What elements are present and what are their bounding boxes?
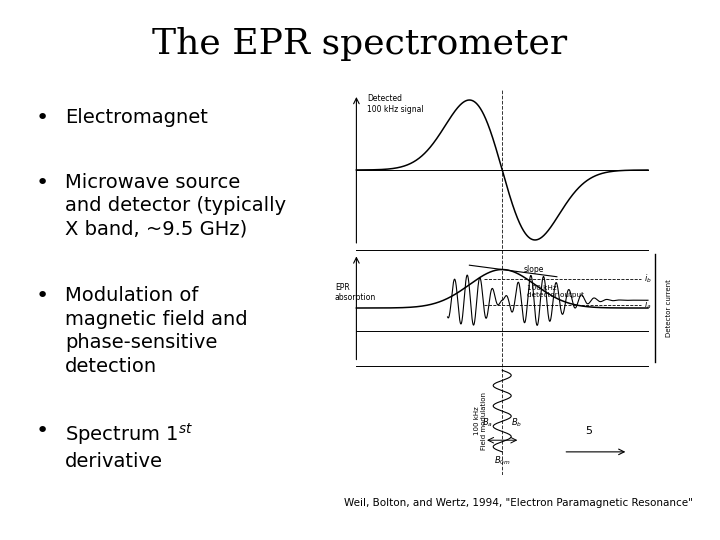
Text: $i_b$: $i_b$ <box>644 273 652 285</box>
Text: Spectrum 1$^{st}$
derivative: Spectrum 1$^{st}$ derivative <box>65 421 193 470</box>
Text: 100 kHz
detector output: 100 kHz detector output <box>527 285 585 298</box>
Text: slope: slope <box>523 265 544 274</box>
Text: 5: 5 <box>585 426 592 436</box>
Text: The EPR spectrometer: The EPR spectrometer <box>153 27 567 61</box>
Text: •: • <box>36 421 49 441</box>
Text: $B_{0m}$: $B_{0m}$ <box>494 455 510 468</box>
Text: Microwave source
and detector (typically
X band, ~9.5 GHz): Microwave source and detector (typically… <box>65 173 286 239</box>
Text: Detector current: Detector current <box>666 279 672 337</box>
Text: Modulation of
magnetic field and
phase-sensitive
detection: Modulation of magnetic field and phase-s… <box>65 286 248 376</box>
Text: 100 kHz
Field modulation: 100 kHz Field modulation <box>474 392 487 450</box>
Text: •: • <box>36 108 49 128</box>
Text: •: • <box>36 173 49 193</box>
Text: EPR
absorption: EPR absorption <box>335 283 376 302</box>
Text: Detected
100 kHz signal: Detected 100 kHz signal <box>367 94 424 113</box>
Text: $B_a$: $B_a$ <box>482 416 493 429</box>
Text: $B_b$: $B_b$ <box>511 416 522 429</box>
Text: $i_a$: $i_a$ <box>644 299 652 311</box>
Text: Electromagnet: Electromagnet <box>65 108 207 127</box>
Text: •: • <box>36 286 49 306</box>
Text: Weil, Bolton, and Wertz, 1994, "Electron Paramagnetic Resonance": Weil, Bolton, and Wertz, 1994, "Electron… <box>344 497 693 508</box>
